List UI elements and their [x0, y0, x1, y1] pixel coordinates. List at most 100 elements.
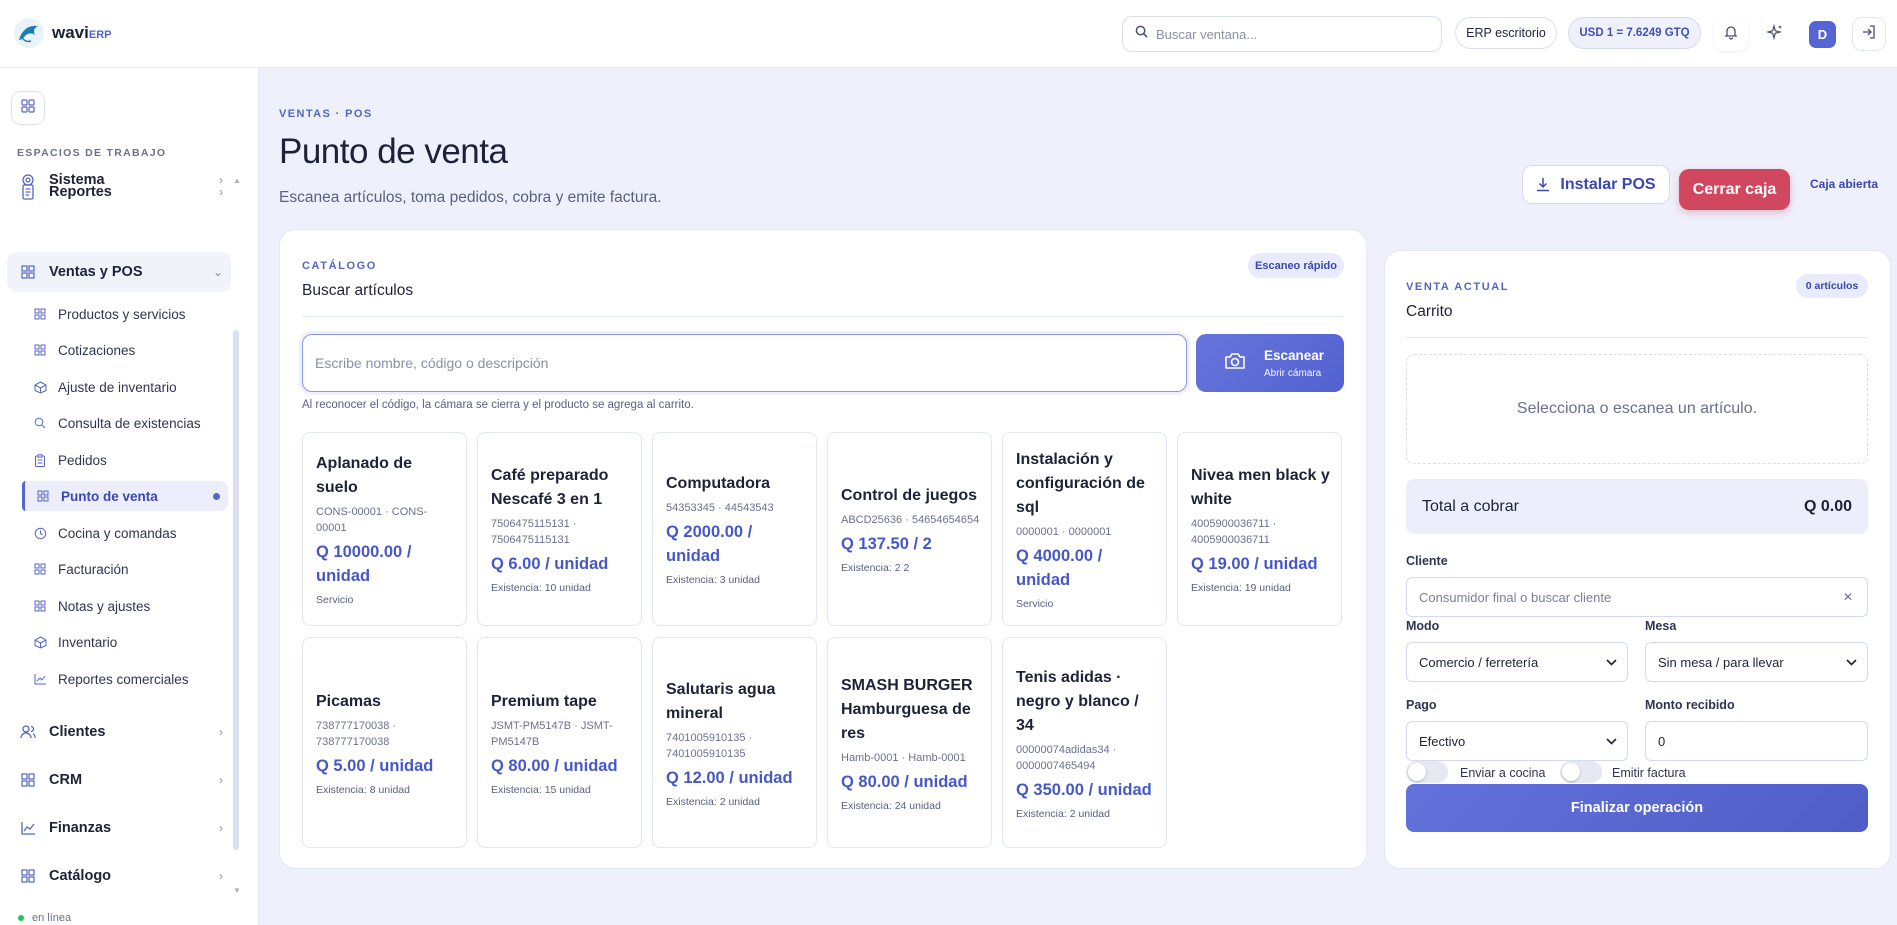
ai-assistant-button[interactable]	[1758, 17, 1792, 51]
sidebar-sub-notas[interactable]: Notas y ajustes	[22, 591, 228, 621]
cart-count-badge: 0 artículos	[1796, 274, 1868, 298]
modo-value: Comercio / ferretería	[1419, 654, 1539, 670]
product-price: Q 4000.00 / unidad	[1016, 547, 1103, 589]
scroll-down-arrow[interactable]: ▼	[233, 886, 241, 895]
sidebar-label: CRM	[49, 772, 83, 788]
chevron-right-icon: ›	[219, 725, 223, 739]
workspace-grid-button[interactable]	[11, 91, 45, 125]
window-search-input[interactable]	[1156, 26, 1426, 42]
report-icon	[19, 184, 37, 200]
product-card[interactable]: Control de juegos ABCD25636 · 54654654654…	[827, 432, 992, 626]
product-price: Q 10000.00 / unidad	[316, 543, 412, 585]
grid-icon	[32, 563, 48, 575]
product-search-input[interactable]	[302, 334, 1187, 392]
user-avatar[interactable]: D	[1809, 21, 1836, 48]
modo-select[interactable]: Comercio / ferretería	[1406, 642, 1628, 682]
brand-text: wavi	[52, 23, 89, 42]
product-code: 4005900036711 · 4005900036711	[1191, 518, 1277, 546]
sidebar-sub-label: Pedidos	[58, 452, 107, 468]
close-register-button[interactable]: Cerrar caja	[1679, 169, 1790, 210]
total-label: Total a cobrar	[1422, 497, 1519, 515]
install-pos-label: Instalar POS	[1560, 175, 1656, 193]
notifications-button[interactable]	[1714, 17, 1748, 51]
sidebar-item-finanzas[interactable]: Finanzas ›	[7, 808, 231, 848]
product-card[interactable]: Tenis adidas · negro y blanco / 34 000000…	[1002, 637, 1167, 848]
sidebar-item-reportes[interactable]: Reportes ›	[7, 172, 231, 212]
chevron-right-icon: ›	[219, 821, 223, 835]
product-code: 0000001 · 0000001	[1016, 526, 1112, 538]
sidebar-sub-consulta-existencias[interactable]: Consulta de existencias	[22, 408, 228, 438]
sidebar-sub-cotizaciones[interactable]: Cotizaciones	[22, 335, 228, 365]
sidebar-sub-facturacion[interactable]: Facturación	[22, 554, 228, 584]
issue-invoice-toggle[interactable]	[1560, 761, 1602, 783]
sidebar-item-ventas[interactable]: Ventas y POS ⌄	[7, 252, 231, 292]
grid-icon	[20, 98, 36, 119]
logout-icon	[1861, 24, 1877, 45]
pago-value: Efectivo	[1419, 733, 1466, 749]
sidebar-item-crm[interactable]: CRM ›	[7, 760, 231, 800]
page-title: Punto de venta	[279, 132, 508, 171]
sidebar-sub-label: Inventario	[58, 634, 118, 650]
cliente-input[interactable]	[1419, 589, 1855, 605]
product-card[interactable]: Computadora 54353345 · 44543543 Q 2000.00 …	[652, 432, 817, 626]
scan-button[interactable]: Escanear Abrir cámara	[1196, 334, 1344, 392]
sidebar-sub-ajuste-inventario[interactable]: Ajuste de inventario	[22, 372, 228, 402]
brand-suffix: ERP	[88, 29, 112, 41]
sidebar-sub-cocina[interactable]: Cocina y comandas	[22, 518, 228, 548]
product-meta: Servicio	[316, 594, 354, 606]
product-name: Salutaris agua mineral	[666, 680, 776, 722]
scan-sublabel: Abrir cámara	[1264, 367, 1322, 379]
brand[interactable]: waviERP	[14, 18, 111, 48]
product-card[interactable]: Café preparado Nescafé 3 en 1 75064751151…	[477, 432, 642, 626]
product-code: 00000074adidas34 · 0000007465494	[1016, 743, 1117, 772]
product-card[interactable]: Instalación y configuración de sql 000000…	[1002, 432, 1167, 626]
chevron-down-icon	[1846, 655, 1857, 669]
monto-field[interactable]: 0	[1645, 721, 1868, 761]
sidebar-sub-productos[interactable]: Productos y servicios	[22, 299, 228, 329]
clear-icon[interactable]: ✕	[1842, 590, 1853, 604]
product-code: 7506475115131 · 7506475115131	[491, 518, 577, 546]
pago-select[interactable]: Efectivo	[1406, 721, 1628, 761]
send-to-kitchen-label: Enviar a cocina	[1460, 766, 1546, 780]
install-pos-button[interactable]: Instalar POS	[1522, 165, 1670, 204]
window-search[interactable]	[1122, 16, 1442, 52]
sidebar-scrollbar[interactable]	[233, 330, 239, 850]
product-code: Hamb-0001 · Hamb-0001	[841, 751, 966, 764]
sidebar-item-clientes[interactable]: Clientes ›	[7, 712, 231, 752]
product-card[interactable]: Salutaris agua mineral 7401005910135 · 74…	[652, 637, 817, 848]
sidebar-sub-inventario[interactable]: Inventario	[22, 627, 228, 657]
mesa-select[interactable]: Sin mesa / para llevar	[1645, 642, 1868, 682]
product-card[interactable]: Nivea men black y white 4005900036711 · 4…	[1177, 432, 1342, 626]
sidebar-item-catalogo[interactable]: Catálogo ›	[7, 856, 231, 896]
product-price: Q 5.00 / unidad	[316, 756, 434, 775]
chevron-right-icon: ›	[219, 869, 223, 883]
catalog-title: Buscar artículos	[302, 282, 414, 299]
cliente-field[interactable]: ✕	[1406, 577, 1868, 617]
sidebar-label: Finanzas	[49, 820, 112, 836]
sidebar-sub-reportes-comerciales[interactable]: Reportes comerciales	[22, 664, 228, 694]
sidebar-sub-label: Productos y servicios	[58, 306, 186, 322]
finalize-button[interactable]: Finalizar operación	[1406, 784, 1868, 832]
product-card[interactable]: Picamas 738777170038 · 738777170038 Q 5.00…	[302, 637, 467, 848]
sidebar-sub-punto-de-venta[interactable]: Punto de venta	[22, 481, 228, 511]
total-value: Q 0.00	[1803, 497, 1852, 515]
clock-icon	[32, 527, 48, 540]
scroll-up-arrow[interactable]: ▲	[233, 176, 241, 185]
online-dot-icon	[18, 915, 24, 921]
product-meta: Existencia: 24 unidad	[841, 799, 941, 812]
send-to-kitchen-toggle[interactable]	[1406, 761, 1448, 783]
product-card[interactable]: Premium tape JSMT-PM5147B · JSMT-PM5147B Q…	[477, 637, 642, 848]
search-icon	[1135, 25, 1148, 43]
chevron-right-icon: ›	[219, 173, 223, 187]
product-meta: Existencia: 8 unidad	[316, 783, 410, 796]
exchange-rate-pill[interactable]: USD 1 = 7.6249 GTQ	[1568, 17, 1701, 49]
product-card[interactable]: Aplanado de suelo CONS-00001 · CONS-00001…	[302, 432, 467, 626]
product-card[interactable]: SMASH BURGER Hamburguesa de res Hamb-0001…	[827, 637, 992, 848]
product-name: Control de juegos	[841, 487, 977, 504]
product-code: 7401005910135 · 7401005910135	[666, 731, 753, 760]
logout-button[interactable]	[1852, 17, 1886, 51]
cart-kicker: VENTA ACTUAL	[1406, 281, 1510, 293]
sidebar-sub-pedidos[interactable]: Pedidos	[22, 445, 228, 475]
erp-desktop-pill[interactable]: ERP escritorio	[1455, 17, 1557, 49]
cliente-label: Cliente	[1406, 554, 1448, 568]
